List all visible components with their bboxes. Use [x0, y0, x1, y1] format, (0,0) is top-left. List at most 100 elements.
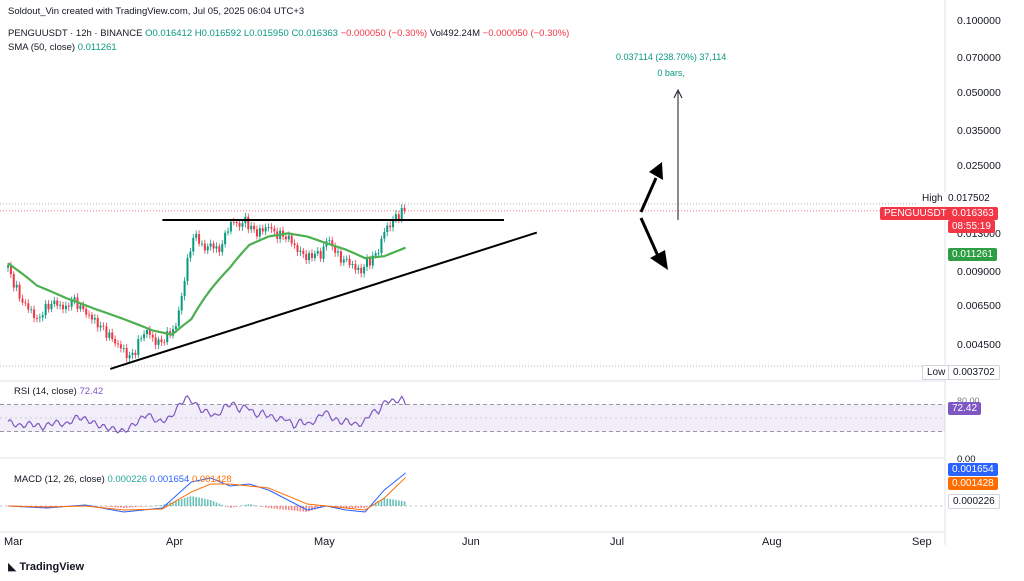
macd-signal-line: [7, 477, 406, 511]
time-axis-label: Jul: [610, 536, 625, 548]
candle-body: [62, 304, 65, 310]
macd-histogram-bar: [345, 506, 348, 508]
macd-histogram-bar: [123, 506, 125, 508]
time-axis-label: Apr: [166, 536, 184, 548]
candle-body: [128, 355, 131, 359]
symbol-name[interactable]: PENGUUSDT · 12h · BINANCE: [8, 28, 143, 39]
candle-body: [102, 325, 105, 327]
candle-body: [386, 225, 389, 233]
macd-histogram-bar: [259, 506, 261, 507]
drawing-overlay: [109, 88, 683, 370]
macd-tag-2: 0.001428: [948, 477, 998, 490]
macd-histogram-bar: [154, 505, 157, 507]
candle-body: [125, 348, 128, 359]
macd-histogram-bar: [374, 502, 377, 506]
candle-body: [221, 244, 224, 253]
candle-body: [227, 231, 230, 233]
macd-histogram-bar: [360, 506, 362, 508]
macd-histogram-bar: [172, 501, 174, 506]
macd-histogram-bar: [230, 506, 232, 508]
macd-histogram-bar: [282, 506, 284, 510]
macd-histogram-bar: [143, 506, 145, 507]
macd-histogram-bar: [134, 506, 137, 508]
measure-label: 0.037114 (238.70%) 37,114 0 bars,: [616, 52, 726, 78]
macd-histogram-bar: [351, 506, 354, 508]
macd-legend[interactable]: MACD (12, 26, close) 0.000226 0.001654 0…: [14, 474, 232, 485]
time-axis-label: Jun: [462, 536, 480, 548]
candle-body: [308, 253, 311, 261]
macd-histogram-bar: [221, 504, 224, 506]
time-axis-label: Mar: [4, 536, 23, 548]
candle-body: [38, 317, 41, 319]
macd-histogram-bar: [357, 506, 360, 508]
candle-body: [241, 223, 244, 227]
macd-histogram-bar: [189, 496, 192, 506]
macd-histogram-bar: [270, 506, 273, 509]
sma-legend-label: SMA (50, close): [8, 42, 76, 53]
macd-histogram-bar: [363, 506, 365, 508]
rsi-value-tag: 72.42: [948, 402, 982, 415]
macd-histogram-bar: [175, 500, 177, 506]
macd-histogram-bar: [256, 505, 258, 507]
macd-histogram-bar: [392, 499, 394, 506]
macd-legend-v2: 0.001654: [149, 474, 190, 485]
macd-histogram-bar: [227, 506, 229, 508]
candle-body: [258, 228, 261, 237]
macd-histogram-bar: [296, 506, 299, 511]
macd-histogram-bar: [233, 506, 235, 508]
macd-histogram-bar: [186, 497, 189, 506]
candle-body: [30, 309, 33, 311]
candle-body: [290, 235, 293, 244]
rsi-line: [7, 395, 407, 434]
candle-body: [35, 317, 38, 319]
candle-body: [96, 317, 99, 328]
candle-body: [200, 243, 203, 245]
candle-body: [154, 337, 157, 345]
macd-histogram-bar: [354, 506, 357, 508]
macd-histogram-bar: [198, 497, 200, 506]
candle-body: [177, 310, 180, 327]
sma-legend[interactable]: SMA (50, close) 0.011261: [8, 42, 117, 53]
macd-histogram-bar: [157, 505, 160, 506]
candle-body: [360, 267, 363, 274]
candle-body: [351, 264, 354, 266]
macd-histogram-bar: [96, 505, 99, 507]
candle-body: [47, 303, 50, 310]
legend-close: C0.016363: [291, 28, 338, 39]
countdown-tag: 08:55:19: [948, 220, 995, 233]
macd-histogram-bar: [102, 506, 105, 507]
candle-body: [33, 309, 36, 318]
high-value: 0.017502: [944, 192, 994, 205]
low-value: 0.003702: [948, 365, 1000, 380]
candle-body: [105, 326, 108, 338]
candle-body: [250, 225, 253, 230]
rsi-legend[interactable]: RSI (14, close) 72.42: [14, 386, 103, 397]
macd-histogram-bar: [264, 506, 267, 508]
candle-body: [253, 225, 256, 230]
macd-histogram-bar: [180, 499, 183, 506]
candle-body: [157, 339, 160, 345]
price-axis-label: 0.100000: [957, 15, 1001, 27]
macd-histogram-bar: [386, 498, 389, 506]
time-axis-label: Sep: [912, 536, 932, 548]
macd-histogram-bar: [400, 500, 403, 506]
candle-body: [365, 258, 368, 267]
candle-body: [264, 227, 267, 232]
legend-open: O0.016412: [145, 28, 193, 39]
candle-body: [255, 229, 258, 237]
macd-legend-v1: 0.000226: [107, 474, 148, 485]
candle-body: [261, 228, 264, 232]
candle-body: [203, 243, 206, 251]
candle-body: [377, 253, 380, 254]
candle-body: [305, 253, 308, 261]
price-axis-label: 0.070000: [957, 52, 1001, 65]
candle-body: [383, 232, 386, 239]
macd-histogram-bar: [99, 506, 102, 507]
macd-histogram-bar: [366, 506, 368, 507]
legend-low: L0.015950: [243, 28, 289, 39]
candle-body: [59, 304, 62, 306]
macd-histogram-bar: [212, 501, 215, 506]
sma-price-tag: 0.011261: [948, 248, 997, 261]
macd-histogram-bar: [192, 496, 195, 506]
